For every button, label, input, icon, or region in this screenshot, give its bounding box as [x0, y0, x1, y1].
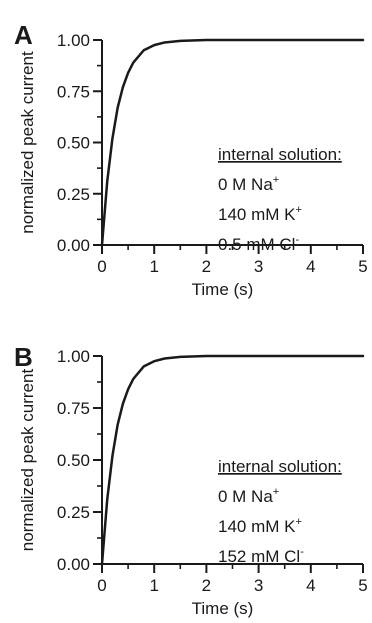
y-tick-label: 1.00: [57, 31, 90, 50]
y-tick-label: 0.00: [57, 236, 90, 255]
x-tick-label: 0: [97, 257, 106, 276]
y-tick-label: 0.75: [57, 399, 90, 418]
x-tick-label: 1: [149, 257, 158, 276]
series-line: [100, 354, 365, 566]
x-tick-label: 3: [254, 257, 263, 276]
series-line: [100, 38, 365, 247]
y-tick-label: 0.25: [57, 185, 90, 204]
x-axis-label: Time (s): [192, 599, 254, 618]
panel-a: A 0.00 0.25 0.50 0.75 1.00 0 1 2 3 4 5 Time (s) norma…: [14, 20, 368, 299]
x-tick-label: 0: [97, 576, 106, 595]
x-tick-label: 5: [358, 576, 367, 595]
y-axis-label: normalized peak current: [18, 51, 37, 234]
annotation-line: 140 mM K+: [218, 204, 302, 224]
annotation-line: 0.5 mM Cl-: [218, 234, 299, 254]
panel-b: B 0.00 0.25 0.50 0.75 1.00 0 1 2 3 4 5 Time (s) norma…: [14, 342, 368, 618]
y-axis-label: normalized peak current: [18, 369, 37, 552]
x-tick-label: 4: [306, 576, 315, 595]
annotation-line: 140 mM K+: [218, 516, 302, 536]
panel-label: B: [14, 342, 33, 372]
x-tick-label: 5: [358, 257, 367, 276]
y-tick-label: 0.75: [57, 82, 90, 101]
y-tick-label: 0.50: [57, 134, 90, 153]
x-tick-label: 1: [149, 576, 158, 595]
y-tick-label: 0.50: [57, 451, 90, 470]
x-axis-label: Time (s): [192, 280, 254, 299]
y-tick-label: 0.00: [57, 555, 90, 574]
x-tick-label: 4: [306, 257, 315, 276]
annotation-line: 152 mM Cl-: [218, 546, 304, 566]
x-tick-label: 2: [202, 257, 211, 276]
y-tick-label: 1.00: [57, 347, 90, 366]
annotation-line: 0 M Na+: [218, 174, 279, 194]
x-tick-label: 3: [254, 576, 263, 595]
panel-label: A: [14, 20, 33, 50]
y-tick-label: 0.25: [57, 503, 90, 522]
annotation-heading: internal solution:: [218, 457, 342, 476]
annotation-heading: internal solution:: [218, 145, 342, 164]
x-tick-label: 2: [202, 576, 211, 595]
annotation-line: 0 M Na+: [218, 486, 279, 506]
